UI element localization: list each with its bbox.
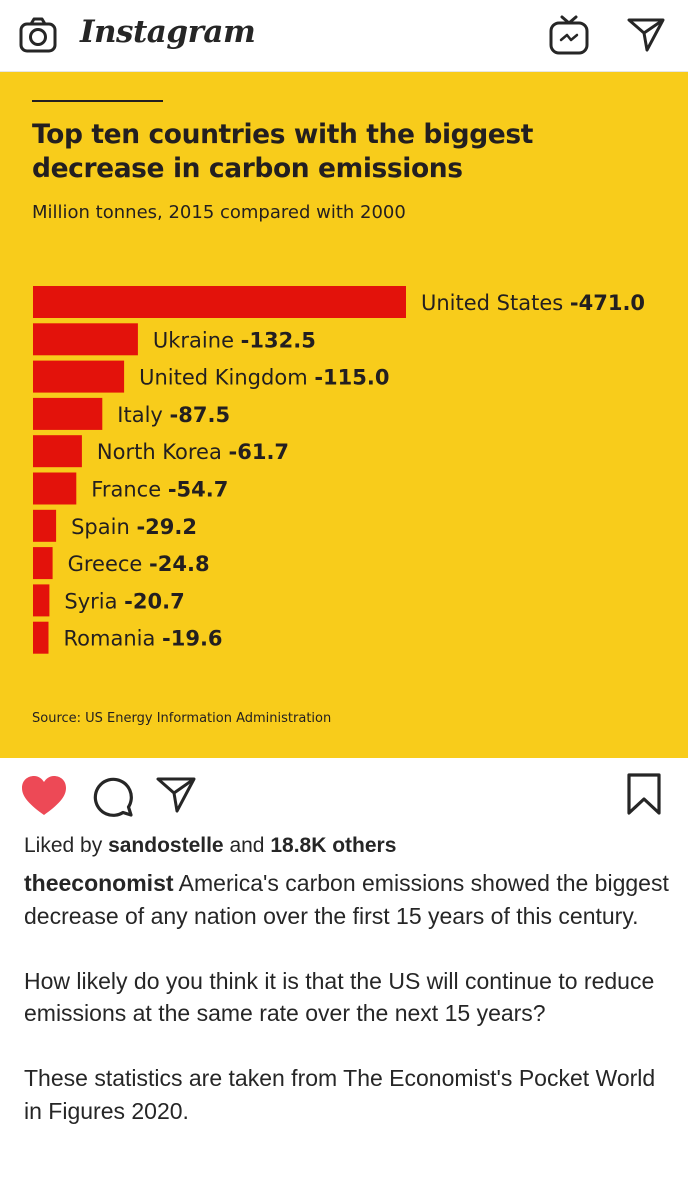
value-label: -20.7 (124, 589, 185, 613)
bar-label: Italy -87.5 (117, 403, 230, 427)
caption-paragraph-3: These statistics are taken from The Econ… (24, 1065, 656, 1124)
bar-group: United States -471.0 (33, 286, 645, 318)
bar (33, 286, 406, 318)
bar-label: United Kingdom -115.0 (139, 366, 389, 390)
likes-summary[interactable]: Liked by sandostelle and 18.8K others (24, 834, 396, 858)
caption-username[interactable]: theeconomist (24, 870, 174, 896)
bar-group: Ukraine -132.5 (33, 323, 316, 356)
category-label: Ukraine (153, 328, 241, 352)
value-label: -24.8 (149, 552, 210, 576)
action-bar (0, 758, 688, 834)
bar-group: Greece -24.8 (33, 547, 210, 580)
bar-group: Romania -19.6 (33, 621, 223, 654)
caption-paragraph-2: How likely do you think it is that the U… (24, 967, 655, 1027)
bar-chart: United States -471.0 Ukraine -132.5 United… (33, 286, 645, 654)
bar-label: Syria -20.7 (64, 589, 184, 613)
bar-label: Greece -24.8 (68, 552, 210, 576)
bar-label: Ukraine -132.5 (153, 328, 316, 352)
liked-by-username[interactable]: sandostelle (108, 834, 224, 857)
chart-subtitle: Million tonnes, 2015 compared with 2000 (32, 202, 406, 223)
value-label: -87.5 (170, 403, 231, 427)
bar (33, 323, 138, 356)
value-label: -54.7 (168, 478, 229, 502)
bar (33, 397, 103, 430)
bar (33, 360, 125, 393)
category-label: Syria (64, 589, 124, 613)
bar-label: France -54.7 (91, 478, 228, 502)
category-label: Greece (68, 552, 149, 576)
instagram-logo[interactable]: Instagram (80, 14, 256, 50)
title-rule (32, 100, 163, 102)
igtv-icon[interactable] (548, 14, 590, 56)
value-label: -115.0 (314, 366, 389, 390)
caption-text: America's carbon emissions showed the bi… (24, 870, 669, 929)
value-label: -19.6 (162, 627, 223, 651)
category-label: Spain (71, 515, 136, 539)
category-label: France (91, 478, 168, 502)
post-caption: theeconomist America's carbon emissions … (24, 867, 669, 1160)
share-icon[interactable] (155, 775, 197, 815)
category-label: Italy (117, 403, 169, 427)
likes-middle: and (229, 834, 265, 857)
bar-group: France -54.7 (33, 472, 228, 505)
bar-group: Spain -29.2 (33, 509, 197, 542)
post-image[interactable]: Top ten countries with the biggest decre… (0, 72, 688, 758)
bar (33, 435, 82, 468)
chart-title: Top ten countries with the biggest decre… (32, 119, 533, 184)
category-label: United States (421, 291, 570, 315)
caption-paragraph-1: theeconomist America's carbon emissions … (24, 867, 669, 932)
value-label: -471.0 (570, 291, 645, 315)
direct-message-icon[interactable] (626, 17, 666, 53)
category-label: North Korea (97, 440, 229, 464)
category-label: United Kingdom (139, 366, 314, 390)
bar-group: Italy -87.5 (33, 397, 230, 430)
value-label: -29.2 (136, 515, 197, 539)
bar (33, 584, 50, 617)
likes-prefix: Liked by (24, 834, 103, 857)
camera-icon[interactable] (19, 17, 57, 53)
bar (33, 472, 77, 505)
bar (33, 547, 53, 580)
bar-label: United States -471.0 (421, 291, 645, 315)
bar-label: Romania -19.6 (64, 627, 223, 651)
bar-label: North Korea -61.7 (97, 440, 289, 464)
bar-group: Syria -20.7 (33, 584, 185, 617)
top-bar: Instagram (0, 0, 688, 72)
bar (33, 621, 49, 654)
value-label: -61.7 (229, 440, 290, 464)
bar-label: Spain -29.2 (71, 515, 197, 539)
value-label: -132.5 (241, 328, 316, 352)
bar (33, 509, 57, 542)
bar-group: North Korea -61.7 (33, 435, 289, 468)
comment-icon[interactable] (90, 774, 134, 818)
bookmark-icon[interactable] (624, 772, 664, 816)
likes-count[interactable]: 18.8K others (270, 834, 397, 857)
category-label: Romania (64, 627, 163, 651)
bar-group: United Kingdom -115.0 (33, 360, 389, 393)
heart-icon[interactable] (20, 774, 68, 818)
chart-source: Source: US Energy Information Administra… (32, 711, 332, 726)
